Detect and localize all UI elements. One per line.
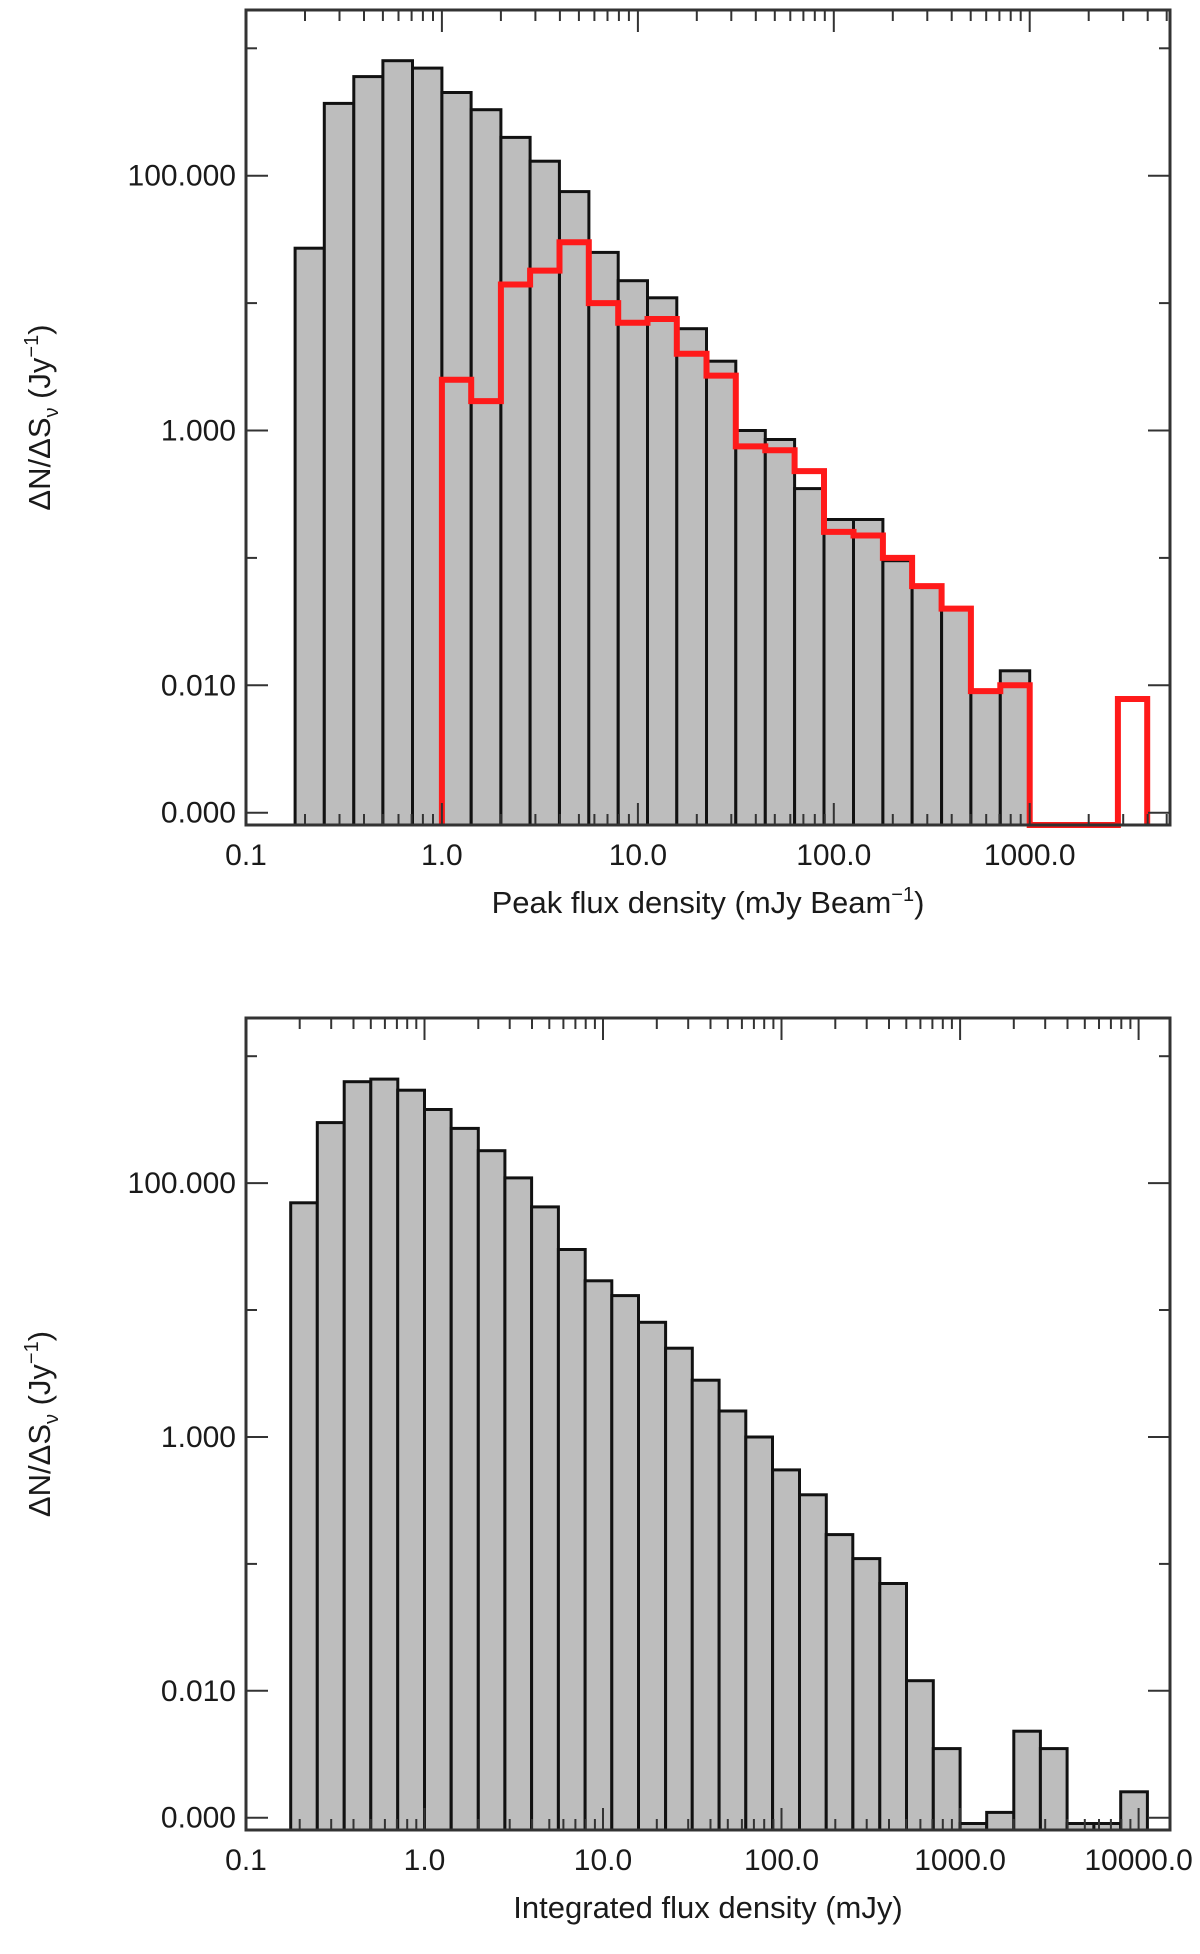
- peak-flux-bar-14: [705, 359, 738, 827]
- peak-flux-y-tick-label: 1.000: [161, 415, 236, 448]
- peak-flux-y-tick-labels: 0.000 0.010 1.000 100.000: [128, 160, 236, 830]
- integrated-flux-y-tick-label: 100.000: [128, 1167, 236, 1200]
- integrated-flux-bar-14: [664, 1346, 694, 1832]
- peak-flux-x-tick-labels: 0.1 1.0 10.0 100.0 1000.0: [225, 839, 1075, 872]
- integrated-flux-bar-2: [342, 1080, 373, 1832]
- peak-flux-y-axis-title: ΔN/ΔSν (Jy−1): [21, 324, 63, 510]
- peak-flux-x-tick-label: 1.0: [421, 839, 463, 872]
- integrated-flux-panel: 0.1 1.0 10.0 100.0 1000.0 10000.0 0.000 0.010 1…: [21, 1016, 1193, 1925]
- integrated-flux-x-axis-title: Integrated flux density (mJy): [513, 1890, 902, 1925]
- integrated-flux-bar-12: [610, 1294, 640, 1832]
- integrated-flux-bar-18: [771, 1468, 801, 1832]
- integrated-flux-bar-20: [824, 1533, 855, 1832]
- integrated-flux-bar-31: [1119, 1790, 1149, 1832]
- peak-flux-bar-10: [587, 250, 620, 827]
- peak-flux-bar-9: [558, 190, 591, 827]
- integrated-flux-x-tick-labels: 0.1 1.0 10.0 100.0 1000.0 10000.0: [225, 1844, 1193, 1877]
- peak-flux-y-tick-label: 100.000: [128, 160, 236, 193]
- integrated-flux-bar-1: [315, 1121, 346, 1832]
- integrated-flux-x-tick-label: 10000.0: [1084, 1844, 1192, 1877]
- peak-flux-bar-24: [998, 669, 1032, 827]
- integrated-flux-x-tick-label: 10.0: [574, 1844, 632, 1877]
- integrated-flux-bar-24: [931, 1747, 962, 1832]
- peak-flux-bar-2: [352, 75, 385, 827]
- integrated-flux-bar-21: [851, 1557, 882, 1832]
- peak-flux-bar-13: [675, 327, 708, 827]
- integrated-flux-bar-7: [476, 1149, 507, 1832]
- peak-flux-bar-11: [616, 279, 650, 827]
- peak-flux-bar-20: [881, 559, 914, 827]
- integrated-flux-bar-9: [530, 1205, 560, 1832]
- integrated-flux-bar-5: [423, 1108, 453, 1832]
- integrated-flux-bar-0: [289, 1201, 319, 1832]
- peak-flux-bars: [293, 59, 1032, 827]
- integrated-flux-bar-10: [556, 1248, 587, 1832]
- integrated-flux-bar-4: [396, 1088, 427, 1832]
- peak-flux-bar-3: [381, 59, 414, 827]
- integrated-flux-ticks: [245, 1018, 1170, 1830]
- integrated-flux-bar-22: [878, 1582, 908, 1832]
- integrated-flux-bar-27: [1012, 1729, 1042, 1832]
- integrated-flux-bar-6: [449, 1126, 480, 1832]
- integrated-flux-x-tick-label: 1.0: [404, 1844, 446, 1877]
- peak-flux-bar-4: [411, 66, 444, 827]
- peak-flux-bar-15: [734, 429, 767, 827]
- integrated-flux-bar-19: [798, 1493, 828, 1832]
- integrated-flux-bar-23: [905, 1679, 935, 1832]
- integrated-flux-x-tick-label: 1000.0: [914, 1844, 1006, 1877]
- peak-flux-ticks: [245, 10, 1170, 825]
- peak-flux-step-line: [438, 239, 1151, 828]
- peak-flux-bar-18: [822, 518, 855, 827]
- integrated-flux-bar-3: [369, 1077, 400, 1832]
- integrated-flux-y-tick-labels: 0.000 0.010 1.000 100.000: [128, 1167, 236, 1835]
- integrated-flux-y-axis-title: ΔN/ΔSν (Jy−1): [21, 1331, 63, 1517]
- integrated-flux-bar-17: [744, 1435, 774, 1832]
- peak-flux-bar-12: [646, 296, 679, 827]
- integrated-flux-bar-15: [690, 1378, 721, 1832]
- integrated-flux-bar-8: [503, 1176, 534, 1832]
- peak-flux-bar-23: [969, 689, 1002, 827]
- peak-flux-bar-17: [793, 487, 826, 827]
- integrated-flux-y-tick-label: 0.010: [161, 1675, 236, 1708]
- peak-flux-bar-1: [322, 101, 356, 827]
- integrated-flux-bar-11: [583, 1279, 614, 1832]
- peak-flux-panel: 0.1 1.0 10.0 100.0 1000.0 0.000 0.010 1.000 100…: [21, 8, 1172, 920]
- peak-flux-x-tick-label: 1000.0: [984, 839, 1076, 872]
- integrated-flux-bar-13: [637, 1320, 668, 1832]
- peak-flux-x-tick-label: 0.1: [225, 839, 267, 872]
- integrated-flux-bar-28: [1038, 1747, 1069, 1832]
- peak-flux-x-tick-label: 100.0: [796, 839, 871, 872]
- peak-flux-y-tick-label: 0.000: [161, 797, 236, 830]
- integrated-flux-x-tick-label: 0.1: [225, 1844, 267, 1877]
- integrated-flux-plot-frame: [244, 1016, 1172, 1832]
- integrated-flux-bar-26: [985, 1810, 1016, 1832]
- peak-flux-x-tick-label: 10.0: [609, 839, 667, 872]
- integrated-flux-bars: [289, 1077, 1149, 1832]
- peak-flux-bar-21: [910, 584, 944, 827]
- integrated-flux-x-tick-label: 100.0: [744, 1844, 819, 1877]
- peak-flux-bar-5: [440, 91, 473, 827]
- peak-flux-x-axis-title: Peak flux density (mJy Beam−1): [492, 884, 925, 920]
- peak-flux-bar-16: [763, 438, 797, 827]
- peak-flux-y-tick-label: 0.010: [161, 669, 236, 702]
- integrated-flux-y-tick-label: 1.000: [161, 1421, 236, 1454]
- peak-flux-bar-7: [499, 135, 532, 827]
- peak-flux-bar-22: [940, 607, 973, 827]
- peak-flux-bar-0: [293, 246, 326, 827]
- integrated-flux-bar-16: [717, 1409, 748, 1832]
- peak-flux-bar-8: [528, 159, 561, 827]
- peak-flux-plot-frame: [244, 8, 1172, 827]
- peak-flux-bar-19: [852, 518, 885, 827]
- integrated-flux-y-tick-label: 0.000: [161, 1802, 236, 1835]
- peak-flux-bar-6: [469, 108, 503, 827]
